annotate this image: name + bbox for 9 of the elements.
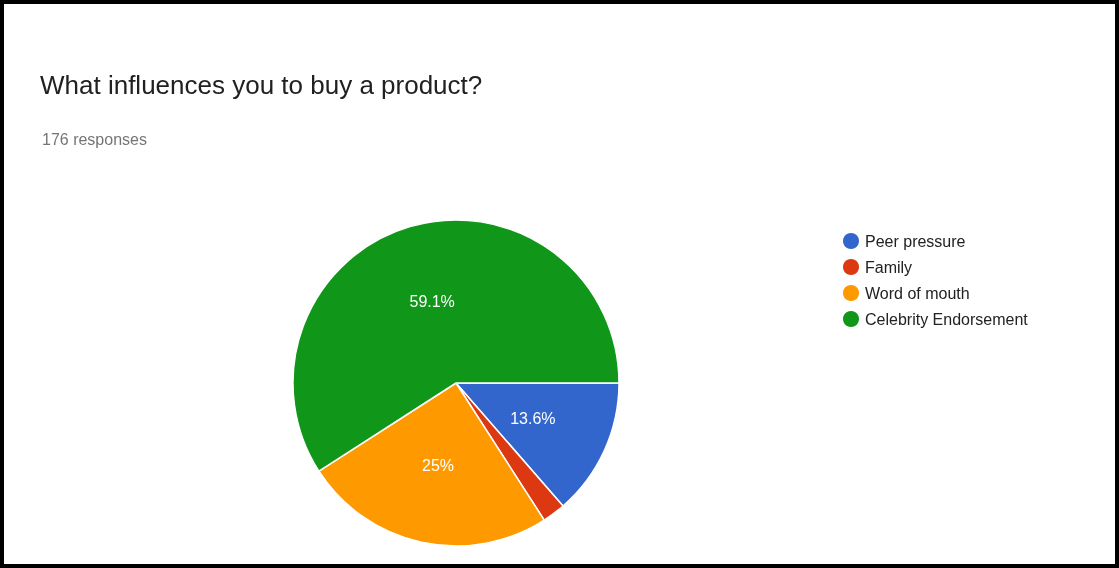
data-label: 59.1% (409, 293, 455, 311)
legend-label: Word of mouth (865, 284, 970, 302)
legend-label: Family (865, 258, 913, 276)
legend-label: Celebrity Endorsement (865, 310, 1029, 328)
data-label: 13.6% (510, 409, 556, 427)
legend-label: Peer pressure (865, 232, 966, 250)
data-label: 25% (422, 457, 455, 475)
text: 176 responses (42, 130, 147, 148)
chart-title: What influences you to buy a product? (40, 70, 483, 100)
